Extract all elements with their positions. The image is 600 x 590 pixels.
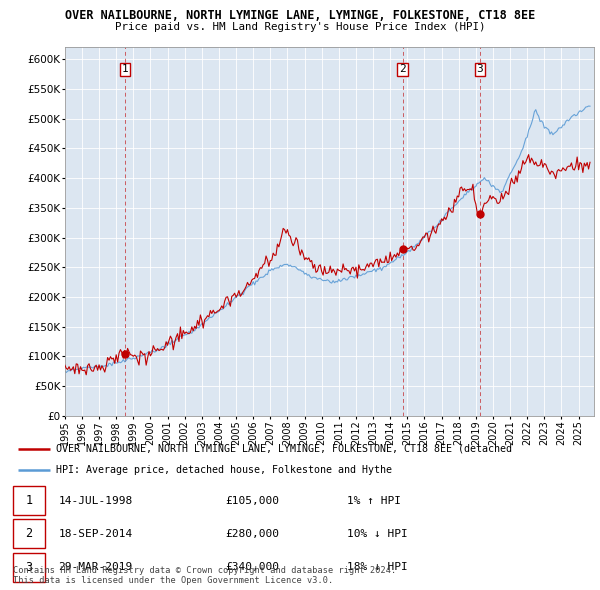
Text: OVER NAILBOURNE, NORTH LYMINGE LANE, LYMINGE, FOLKESTONE, CT18 8EE (detached: OVER NAILBOURNE, NORTH LYMINGE LANE, LYM… xyxy=(56,444,512,454)
Text: 10% ↓ HPI: 10% ↓ HPI xyxy=(347,529,408,539)
Text: 1% ↑ HPI: 1% ↑ HPI xyxy=(347,496,401,506)
FancyBboxPatch shape xyxy=(13,552,45,582)
Text: 29-MAR-2019: 29-MAR-2019 xyxy=(59,562,133,572)
Text: OVER NAILBOURNE, NORTH LYMINGE LANE, LYMINGE, FOLKESTONE, CT18 8EE: OVER NAILBOURNE, NORTH LYMINGE LANE, LYM… xyxy=(65,9,535,22)
Text: 2: 2 xyxy=(26,527,32,540)
Text: £105,000: £105,000 xyxy=(225,496,279,506)
FancyBboxPatch shape xyxy=(13,519,45,549)
FancyBboxPatch shape xyxy=(13,486,45,516)
Text: 1: 1 xyxy=(122,64,129,74)
Text: £280,000: £280,000 xyxy=(225,529,279,539)
Text: £340,000: £340,000 xyxy=(225,562,279,572)
Text: HPI: Average price, detached house, Folkestone and Hythe: HPI: Average price, detached house, Folk… xyxy=(56,465,392,475)
Text: 3: 3 xyxy=(476,64,484,74)
Text: Price paid vs. HM Land Registry's House Price Index (HPI): Price paid vs. HM Land Registry's House … xyxy=(115,22,485,32)
Text: 3: 3 xyxy=(26,560,32,573)
Text: 1: 1 xyxy=(26,494,32,507)
Text: 18% ↓ HPI: 18% ↓ HPI xyxy=(347,562,408,572)
Text: 2: 2 xyxy=(399,64,406,74)
Text: Contains HM Land Registry data © Crown copyright and database right 2024.
This d: Contains HM Land Registry data © Crown c… xyxy=(13,566,397,585)
Text: 18-SEP-2014: 18-SEP-2014 xyxy=(59,529,133,539)
Text: 14-JUL-1998: 14-JUL-1998 xyxy=(59,496,133,506)
